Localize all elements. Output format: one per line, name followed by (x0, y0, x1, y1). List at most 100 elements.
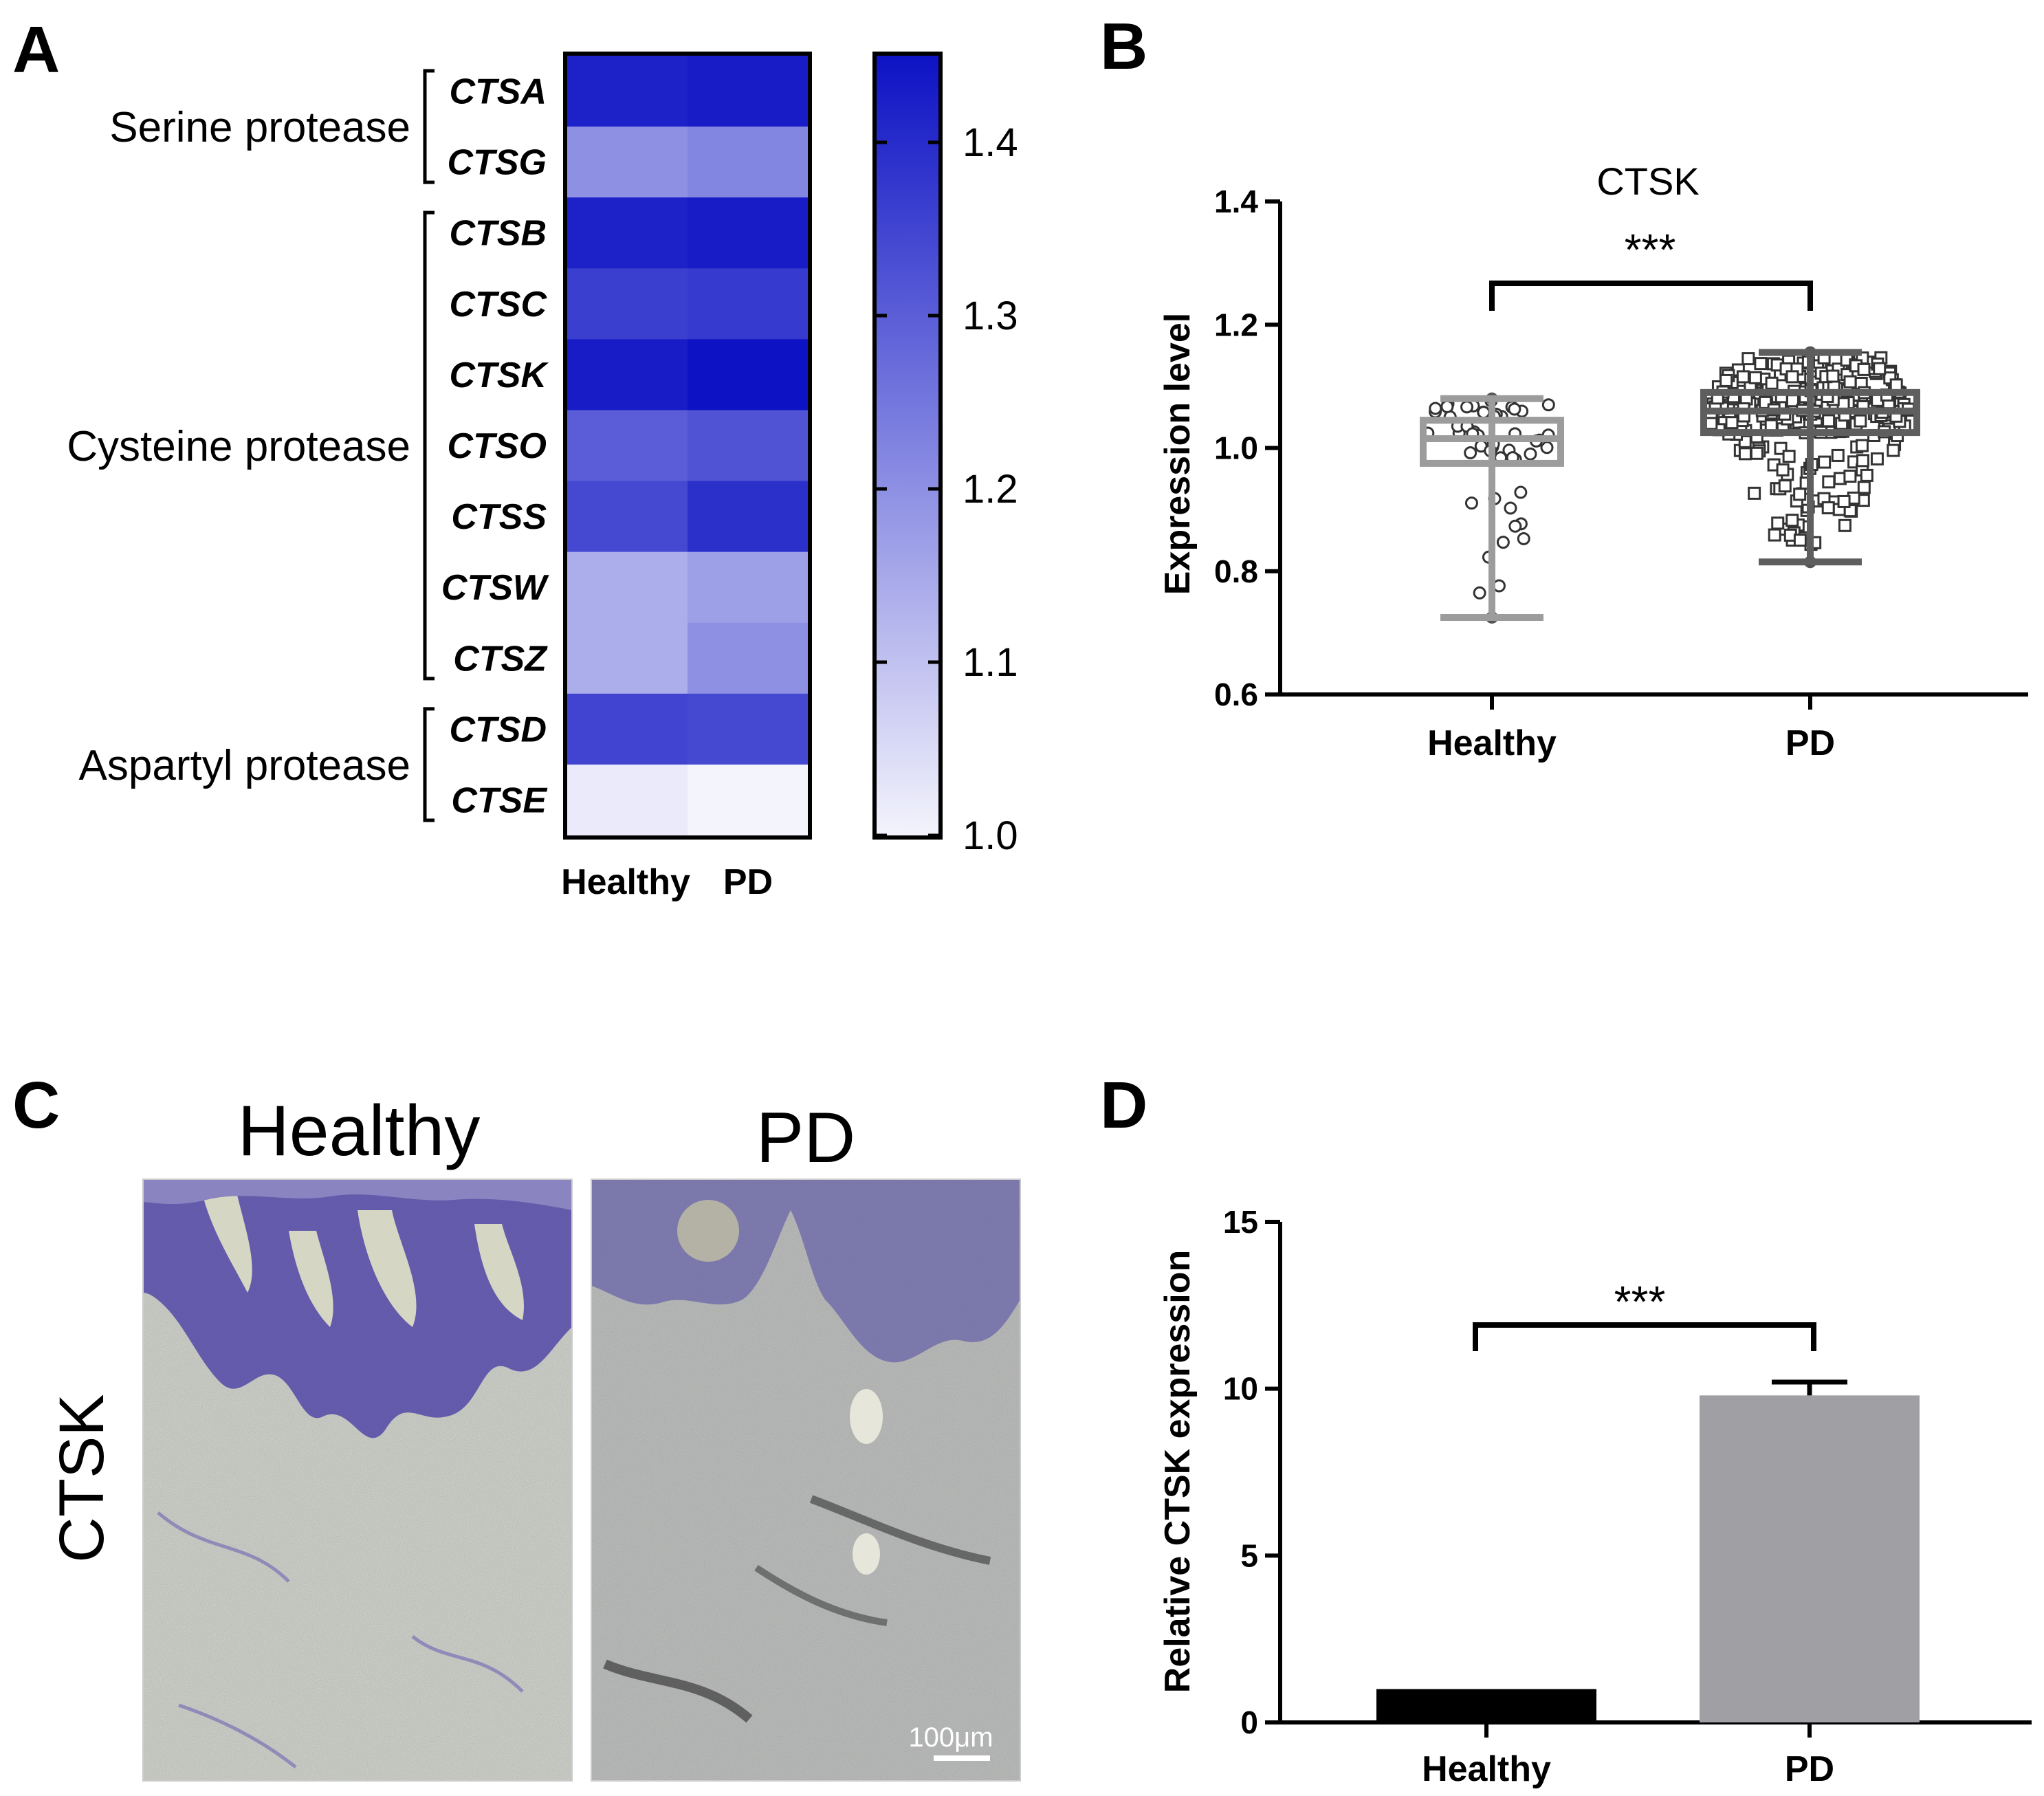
panel-letter-b: B (1100, 10, 1147, 83)
heatmap-row-label: CTSO (448, 426, 547, 466)
colorbar-tick-label: 1.1 (963, 640, 1018, 685)
boxplot-point (1508, 402, 1521, 416)
heatmap-cell-ctsg-healthy (567, 127, 688, 199)
heatmap-cell-ctsa-healthy (567, 56, 688, 128)
boxplot-point (1822, 414, 1836, 428)
boxplot-point (1460, 400, 1474, 414)
boxplot-point (1477, 406, 1491, 419)
heatmap-group-bracket (423, 210, 435, 681)
micrograph-pd-border (591, 1179, 1021, 1782)
heatmap-cell-ctsw-pd (688, 551, 809, 624)
heatmap-cell-ctsb-healthy (567, 197, 688, 270)
boxplot-significance-label: *** (1625, 225, 1676, 274)
panel-letter-a: A (12, 13, 60, 87)
heatmap-row-label: CTSE (451, 780, 547, 820)
heatmap-group-label: Cysteine protease (67, 423, 410, 470)
boxplot-point (1818, 455, 1832, 469)
boxplot-point (1765, 376, 1779, 390)
boxplot-point (1754, 357, 1768, 371)
barchart-panel: Relative CTSK expression 0 5 10 15 Healthy PD… (1158, 1204, 2032, 1789)
heatmap-column-label: PD (723, 862, 773, 902)
bar-healthy (1376, 1689, 1596, 1722)
panel-letter-d: D (1100, 1069, 1147, 1142)
boxplot-title: CTSK (1596, 160, 1699, 203)
heatmap-row-labels: CTSA CTSG CTSB CTSC CTSK CTSO CTSS CTSW CTSZ CTSD… (441, 72, 549, 821)
boxplot-point (1793, 534, 1807, 547)
boxplot-point (1782, 450, 1796, 463)
heatmap-cell-ctsb-pd (688, 197, 809, 270)
boxplot-point (1464, 496, 1478, 510)
boxplot-point (1768, 528, 1781, 542)
heatmap-cell-ctsk-healthy (567, 339, 688, 411)
boxplot-point (1738, 447, 1752, 461)
heatmap-group-bracket (423, 69, 435, 184)
heatmap-cell-ctsd-healthy (567, 693, 688, 765)
micrograph-title-healthy: Healthy (238, 1091, 481, 1171)
boxplot-point (1843, 375, 1857, 388)
micrograph-panel: Healthy PD CTSK (47, 1091, 1021, 1782)
heatmap-cell-ctso-pd (688, 410, 809, 482)
boxplot-point (1887, 443, 1900, 457)
heatmap-cell-ctsc-pd (688, 268, 809, 340)
boxplot-point (1504, 501, 1517, 515)
heatmap-cell-ctse-pd (688, 764, 809, 836)
heatmap-cell-ctss-healthy (567, 481, 688, 553)
heatmap-cell-ctsz-pd (688, 622, 809, 694)
barchart-significance-label: *** (1614, 1277, 1666, 1326)
boxplot-point (1776, 463, 1790, 477)
heatmap-row-label: CTSB (449, 214, 547, 254)
boxplot-point (1719, 373, 1733, 387)
boxplot-point (1831, 448, 1845, 462)
boxplot-point (1736, 370, 1750, 384)
boxplot-point (1857, 481, 1871, 494)
boxplot-point (1857, 362, 1871, 376)
heatmap-panel: CTSA CTSG CTSB CTSC CTSK CTSO CTSS CTSW CTSZ CTSD… (67, 52, 1018, 902)
bar-pd (1700, 1395, 1920, 1722)
boxplot-point (1750, 446, 1763, 460)
boxplot-point (1856, 454, 1869, 468)
heatmap-group-brackets: Serine protease Cysteine protease Aspartyl… (67, 69, 435, 822)
barchart-significance-bracket (1473, 1322, 1816, 1351)
boxplot-point (1524, 447, 1537, 461)
colorbar (872, 52, 943, 840)
colorbar-tick-label: 1.3 (963, 294, 1018, 338)
boxplot-boxes (1420, 349, 1920, 621)
boxplot-x-tick-label: Healthy (1427, 723, 1557, 763)
heatmap-cell-ctsd-pd (688, 693, 809, 765)
heatmap-column-labels: Healthy PD (561, 862, 773, 902)
boxplot-point (1748, 486, 1761, 500)
boxplot-point (1826, 369, 1840, 383)
heatmap-row-label: CTSS (451, 497, 547, 537)
boxplot-point (1440, 399, 1454, 413)
heatmap-group-bracket (423, 707, 435, 822)
colorbar-ticks: 1.0 1.1 1.2 1.3 1.4 (877, 120, 1018, 858)
boxplot-point (1464, 446, 1477, 459)
boxplot-point (1785, 370, 1799, 384)
boxplot-points (1421, 346, 1918, 624)
heatmap-cell-ctsw-healthy (567, 551, 688, 624)
heatmap-row-label: CTSA (449, 72, 547, 112)
boxplot-point (1793, 488, 1807, 501)
micrograph-healthy (143, 1179, 572, 1781)
boxplot-point (1822, 475, 1836, 489)
boxplot-x-tick-label: PD (1785, 723, 1835, 763)
micrograph-scale-bar-label: 100μm (908, 1722, 993, 1753)
colorbar-tick-label: 1.4 (963, 120, 1018, 165)
heatmap-cell-ctse-healthy (567, 764, 688, 836)
heatmap-column-label: Healthy (561, 862, 690, 902)
micrograph-stain-label: CTSK (47, 1394, 117, 1562)
boxplot-point (1838, 518, 1851, 532)
boxplot-point (1889, 378, 1903, 392)
heatmap-cell-ctsa-pd (688, 56, 809, 128)
barchart-bars (1376, 1379, 1920, 1722)
micrograph-title-pd: PD (756, 1098, 855, 1178)
boxplot-point (1741, 352, 1755, 366)
boxplot-axes: 0.6 0.8 1.0 1.2 1.4 Healthy PD (1214, 184, 2028, 763)
barchart-x-tick-label: Healthy (1422, 1749, 1551, 1789)
boxplot-point (1514, 485, 1528, 499)
boxplot-y-tick-label: 1.0 (1214, 430, 1258, 466)
boxplot-point (1496, 536, 1510, 549)
boxplot-significance-bracket (1489, 281, 1813, 311)
boxplot-point (1778, 479, 1792, 493)
